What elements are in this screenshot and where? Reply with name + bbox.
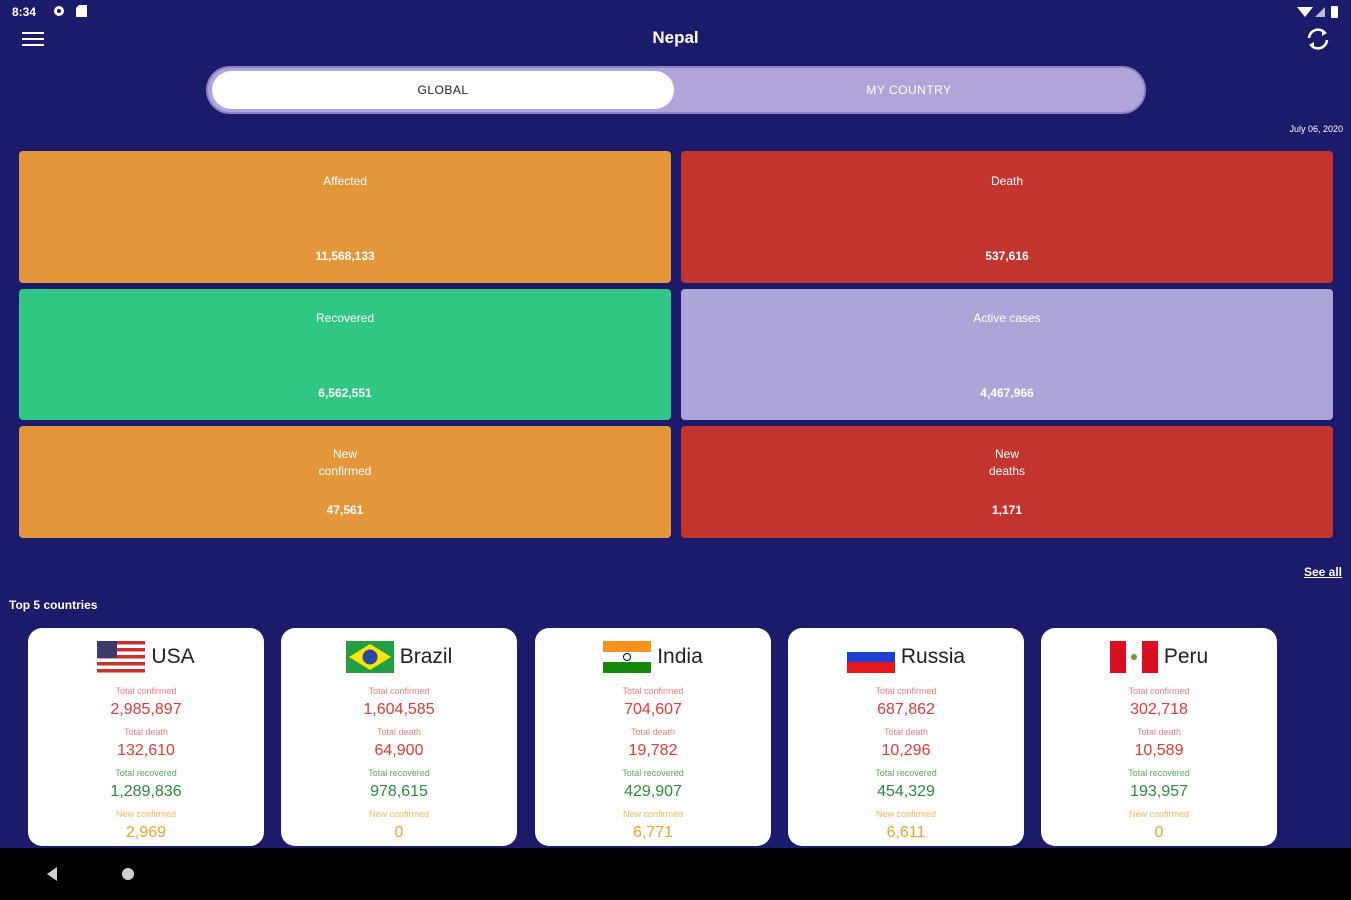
total-death-label: Total death bbox=[630, 727, 676, 737]
country-name: India bbox=[657, 645, 703, 668]
recovered-label: Recovered bbox=[315, 311, 375, 325]
new-confirmed-label: New confirmed bbox=[622, 809, 684, 819]
active-cases-card: Active cases 4,467,966 bbox=[681, 289, 1333, 420]
affected-label: Affected bbox=[323, 174, 367, 188]
total-death-value: 10,296 bbox=[881, 742, 931, 759]
country-card-peru[interactable]: Peru Total confirmed 302,718 Total death… bbox=[1041, 628, 1277, 846]
affected-value: 11,568,133 bbox=[315, 249, 375, 263]
new-deaths-label-line2: deaths bbox=[988, 464, 1026, 478]
russia-flag-icon bbox=[846, 641, 895, 673]
app-bar: Nepal bbox=[0, 24, 1351, 54]
status-time: 8:34 bbox=[12, 5, 37, 19]
recovered-value: 6,562,551 bbox=[318, 386, 372, 400]
scope-toggle: GLOBAL MY COUNTRY bbox=[206, 66, 1146, 114]
tab-global[interactable]: GLOBAL bbox=[212, 71, 674, 109]
total-death-label: Total death bbox=[376, 727, 422, 737]
total-recovered-label: Total recovered bbox=[1128, 768, 1190, 778]
top-countries-title: Top 5 countries bbox=[9, 598, 98, 612]
tab-my-country[interactable]: MY COUNTRY bbox=[866, 83, 952, 97]
peru-flag-icon bbox=[1109, 641, 1158, 673]
new-deaths-label-line1: New bbox=[994, 447, 1019, 461]
total-death-label: Total death bbox=[883, 727, 929, 737]
new-confirmed-label-line2: confirmed bbox=[318, 464, 372, 478]
total-confirmed-value: 687,862 bbox=[877, 701, 935, 718]
new-confirmed-value: 0 bbox=[1154, 824, 1164, 841]
death-card: Death 537,616 bbox=[681, 151, 1333, 283]
country-name: Peru bbox=[1163, 645, 1209, 668]
active-cases-value: 4,467,966 bbox=[980, 386, 1034, 400]
new-deaths-value: 1,171 bbox=[991, 503, 1023, 517]
see-all-link[interactable]: See all bbox=[1303, 565, 1342, 579]
usa-flag-icon bbox=[97, 641, 146, 673]
country-card-russia[interactable]: Russia Total confirmed 687,862 Total dea… bbox=[788, 628, 1024, 846]
affected-card: Affected 11,568,133 bbox=[19, 151, 671, 283]
new-confirmed-value: 6,771 bbox=[632, 824, 674, 841]
brazil-flag-icon bbox=[345, 641, 394, 673]
total-recovered-value: 193,957 bbox=[1130, 783, 1188, 800]
total-recovered-value: 454,329 bbox=[877, 783, 935, 800]
total-confirmed-label: Total confirmed bbox=[875, 686, 937, 696]
new-confirmed-value: 6,611 bbox=[886, 824, 926, 841]
total-death-value: 64,900 bbox=[374, 742, 424, 759]
status-icons bbox=[1297, 6, 1338, 18]
total-death-value: 132,610 bbox=[117, 742, 175, 759]
new-deaths-card: New deaths 1,171 bbox=[681, 426, 1333, 538]
settings-gear-icon bbox=[54, 6, 64, 16]
death-label: Death bbox=[990, 174, 1024, 188]
new-confirmed-label: New confirmed bbox=[115, 809, 177, 819]
total-confirmed-value: 2,985,897 bbox=[110, 701, 182, 718]
new-confirmed-label: New confirmed bbox=[1128, 809, 1190, 819]
total-death-label: Total death bbox=[123, 727, 169, 737]
country-name: Brazil bbox=[399, 645, 453, 668]
total-recovered-value: 1,289,836 bbox=[110, 783, 182, 800]
hamburger-menu-icon[interactable] bbox=[20, 28, 46, 50]
update-date: July 06, 2020 bbox=[1289, 124, 1343, 134]
country-name: USA bbox=[151, 645, 195, 668]
total-death-label: Total death bbox=[1136, 727, 1182, 737]
total-confirmed-value: 704,607 bbox=[624, 701, 682, 718]
new-confirmed-card: New confirmed 47,561 bbox=[19, 426, 671, 538]
wifi-icon bbox=[1297, 7, 1313, 17]
system-nav-bar bbox=[0, 848, 1351, 900]
country-card-usa[interactable]: USA Total confirmed 2,985,897 Total deat… bbox=[28, 628, 264, 846]
home-circle-icon[interactable] bbox=[120, 866, 136, 882]
total-recovered-label: Total recovered bbox=[875, 768, 937, 778]
new-confirmed-label-line1: New bbox=[332, 447, 357, 461]
death-value: 537,616 bbox=[985, 249, 1029, 263]
total-recovered-label: Total recovered bbox=[368, 768, 430, 778]
total-confirmed-label: Total confirmed bbox=[115, 686, 177, 696]
signal-icon bbox=[1315, 7, 1325, 17]
sd-card-icon bbox=[76, 5, 87, 17]
new-confirmed-label: New confirmed bbox=[368, 809, 430, 819]
total-confirmed-value: 1,604,585 bbox=[363, 701, 435, 718]
total-recovered-value: 429,907 bbox=[624, 783, 682, 800]
total-confirmed-label: Total confirmed bbox=[368, 686, 430, 696]
country-name: Russia bbox=[900, 645, 966, 668]
total-death-value: 10,589 bbox=[1134, 742, 1184, 759]
page-title: Nepal bbox=[652, 28, 699, 47]
total-recovered-label: Total recovered bbox=[115, 768, 177, 778]
new-confirmed-label: New confirmed bbox=[875, 809, 937, 819]
refresh-icon[interactable] bbox=[1303, 24, 1333, 54]
country-card-india[interactable]: India Total confirmed 704,607 Total deat… bbox=[535, 628, 771, 846]
total-confirmed-label: Total confirmed bbox=[1128, 686, 1190, 696]
recovered-card: Recovered 6,562,551 bbox=[19, 289, 671, 420]
india-flag-icon bbox=[603, 641, 652, 673]
new-confirmed-value: 2,969 bbox=[125, 824, 167, 841]
battery-icon bbox=[1331, 6, 1338, 18]
total-recovered-value: 978,615 bbox=[370, 783, 428, 800]
new-confirmed-value: 0 bbox=[394, 824, 404, 841]
total-confirmed-value: 302,718 bbox=[1130, 701, 1188, 718]
total-confirmed-label: Total confirmed bbox=[622, 686, 684, 696]
new-confirmed-value: 47,561 bbox=[326, 503, 364, 517]
back-triangle-icon[interactable] bbox=[44, 866, 60, 882]
total-death-value: 19,782 bbox=[628, 742, 678, 759]
active-cases-label: Active cases bbox=[973, 311, 1041, 325]
total-recovered-label: Total recovered bbox=[622, 768, 684, 778]
country-card-brazil[interactable]: Brazil Total confirmed 1,604,585 Total d… bbox=[281, 628, 517, 846]
status-bar: 8:34 bbox=[0, 0, 1351, 24]
